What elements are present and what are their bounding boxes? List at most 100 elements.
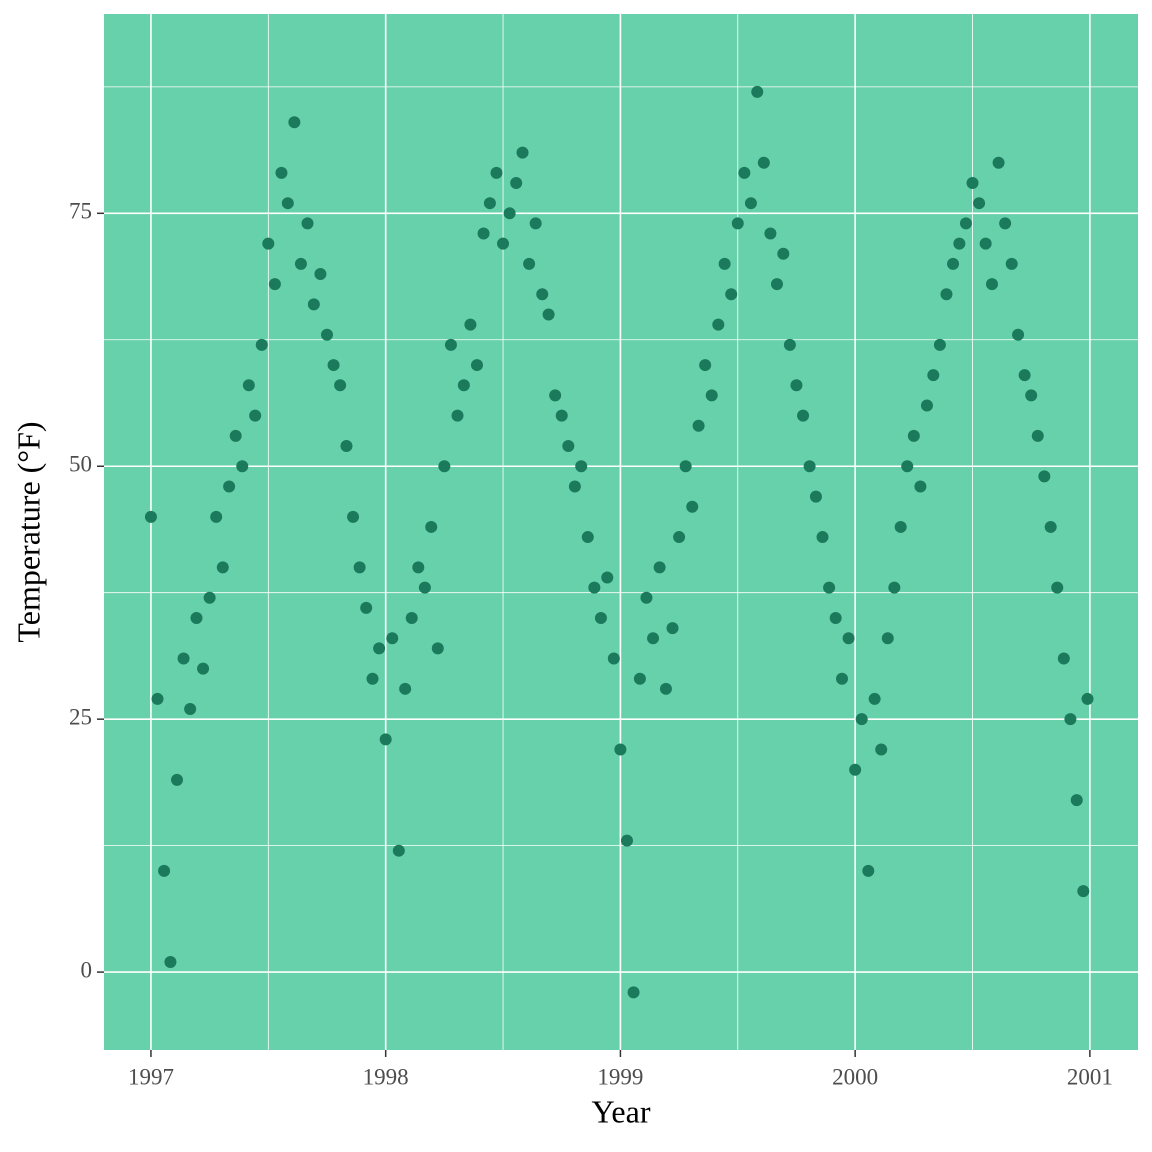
point: [294, 257, 307, 270]
point: [1044, 520, 1057, 533]
point: [249, 409, 262, 422]
axes: 1997 1998 1999 2000 2001 0 25 50 75: [69, 199, 1113, 1090]
point: [927, 369, 940, 382]
point: [920, 399, 933, 412]
point: [353, 561, 366, 574]
point: [190, 611, 203, 624]
point: [288, 116, 301, 129]
point: [555, 409, 568, 422]
point: [1057, 652, 1070, 665]
point: [607, 652, 620, 665]
point: [1025, 389, 1038, 402]
point: [360, 601, 373, 614]
point: [914, 480, 927, 493]
point: [529, 217, 542, 230]
point: [757, 156, 770, 169]
point: [783, 338, 796, 351]
grid: [104, 14, 1138, 1050]
x-tick-label: 2000: [832, 1064, 878, 1089]
point: [666, 622, 679, 635]
point: [412, 561, 425, 574]
point: [399, 682, 412, 695]
point: [301, 217, 314, 230]
x-tick-label: 2001: [1067, 1064, 1113, 1089]
point: [236, 460, 249, 473]
y-tick-label: 0: [81, 957, 93, 982]
point: [334, 379, 347, 392]
point: [392, 844, 405, 857]
point: [973, 197, 986, 210]
point: [601, 571, 614, 584]
point: [836, 672, 849, 685]
point: [1038, 470, 1051, 483]
point: [947, 257, 960, 270]
point: [999, 217, 1012, 230]
point: [953, 237, 966, 250]
point: [497, 237, 510, 250]
point: [470, 359, 483, 372]
point: [575, 460, 588, 473]
point: [823, 581, 836, 594]
point: [933, 338, 946, 351]
point: [829, 611, 842, 624]
point: [164, 955, 177, 968]
point: [464, 318, 477, 331]
point: [849, 763, 862, 776]
point: [888, 581, 901, 594]
point: [862, 864, 875, 877]
point: [503, 207, 516, 220]
y-tick-label: 50: [69, 452, 92, 477]
point: [158, 864, 171, 877]
point: [777, 247, 790, 260]
point: [718, 257, 731, 270]
point: [307, 298, 320, 311]
point: [979, 237, 992, 250]
point: [197, 662, 210, 675]
point: [633, 672, 646, 685]
point: [366, 672, 379, 685]
point: [803, 460, 816, 473]
point: [738, 166, 751, 179]
point: [281, 197, 294, 210]
x-tick-label: 1999: [597, 1064, 643, 1089]
point: [673, 531, 686, 544]
point: [881, 632, 894, 645]
point: [510, 176, 523, 189]
point: [659, 682, 672, 695]
point: [744, 197, 757, 210]
point: [764, 227, 777, 240]
point: [536, 288, 549, 301]
point: [1018, 369, 1031, 382]
point: [731, 217, 744, 230]
point: [262, 237, 275, 250]
point: [268, 278, 281, 291]
point: [184, 703, 197, 716]
point: [425, 520, 438, 533]
points: [144, 85, 1094, 999]
point: [770, 278, 783, 291]
point: [1051, 581, 1064, 594]
point: [686, 500, 699, 513]
point: [327, 359, 340, 372]
point: [477, 227, 490, 240]
point: [549, 389, 562, 402]
y-axis-title: Temperature (°F): [10, 421, 46, 642]
point: [959, 217, 972, 230]
point: [647, 632, 660, 645]
point: [809, 490, 822, 503]
point: [568, 480, 581, 493]
point: [1081, 692, 1094, 705]
point: [483, 197, 496, 210]
point: [992, 156, 1005, 169]
point: [751, 85, 764, 98]
point: [216, 561, 229, 574]
point: [242, 379, 255, 392]
point: [640, 591, 653, 604]
point: [940, 288, 953, 301]
point: [1077, 885, 1090, 898]
point: [314, 268, 327, 281]
point: [320, 328, 333, 341]
point: [816, 531, 829, 544]
point: [725, 288, 738, 301]
